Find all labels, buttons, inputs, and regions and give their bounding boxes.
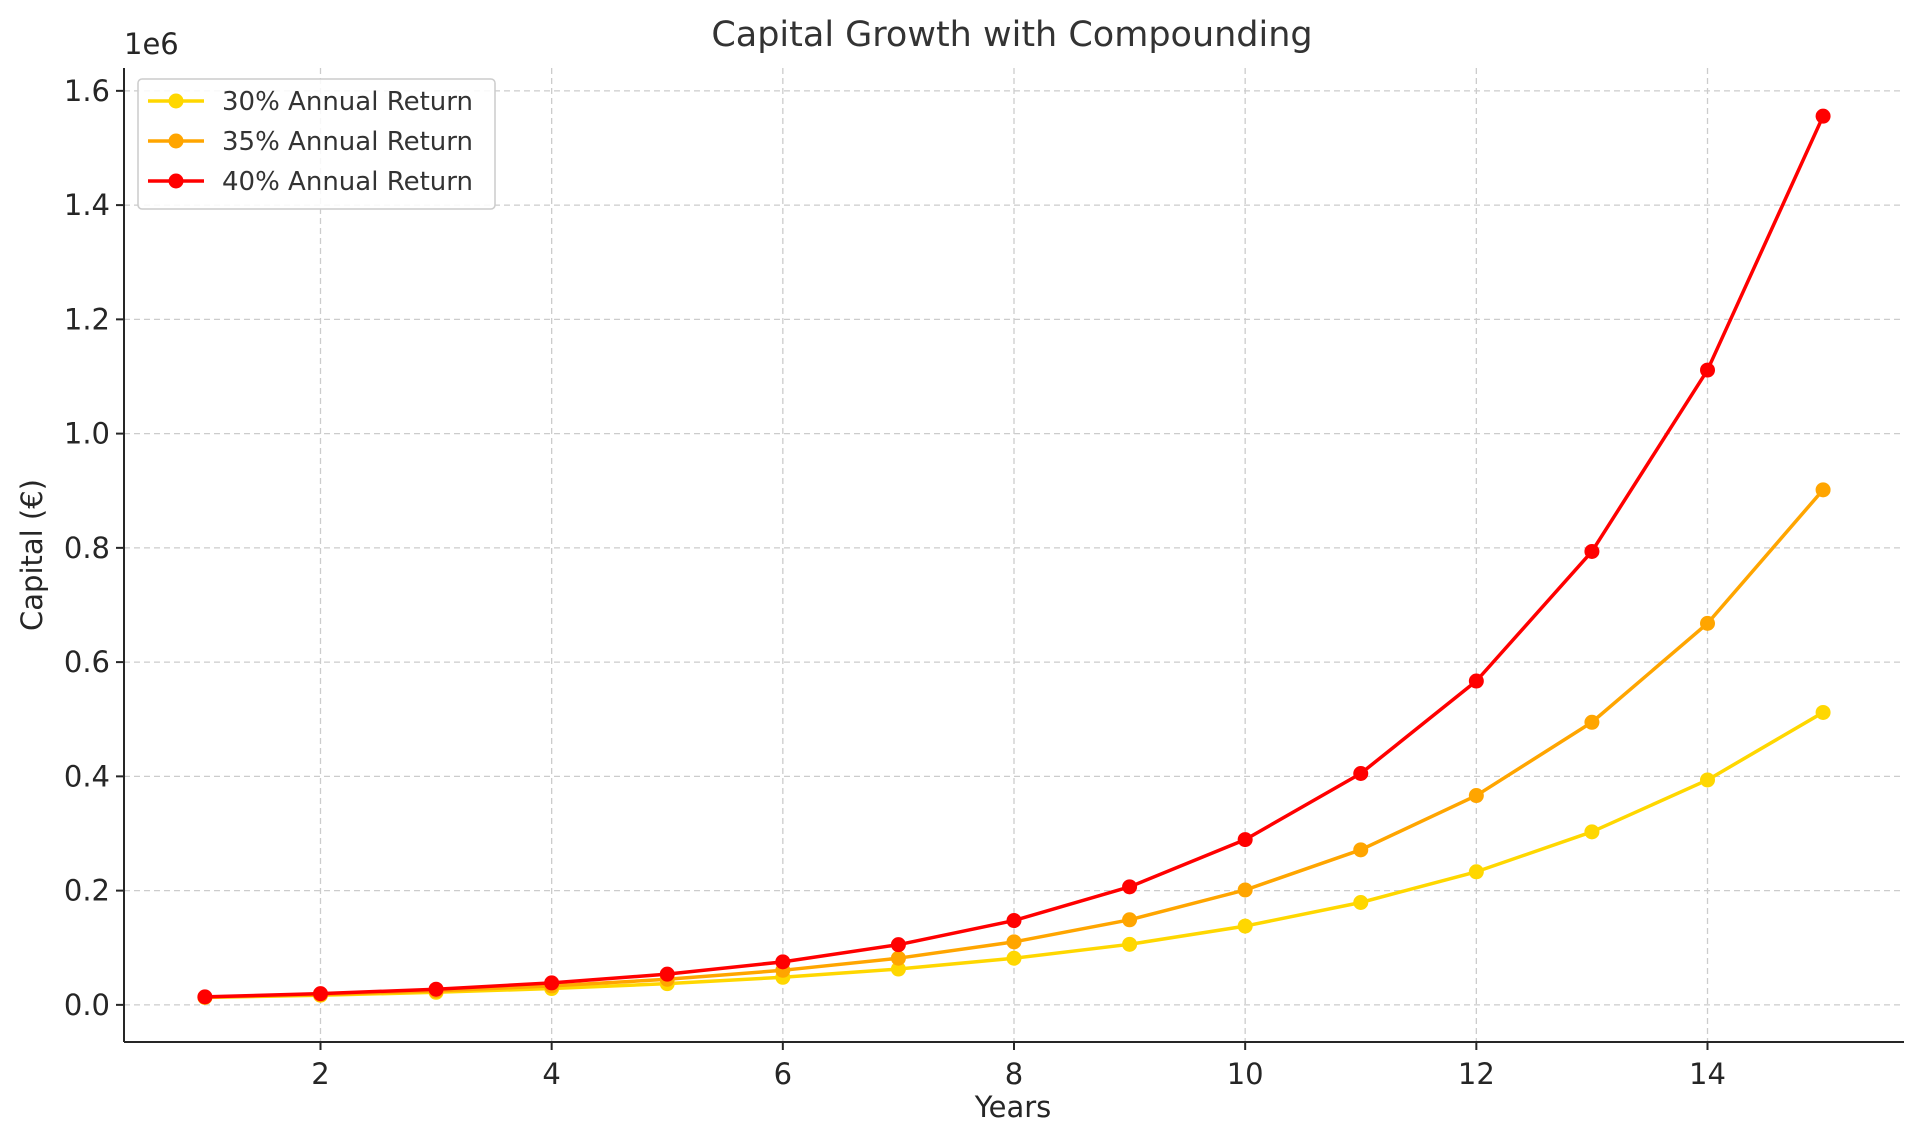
data-point [890, 961, 906, 977]
x-tick-label: 2 [311, 1057, 329, 1091]
data-point [1122, 912, 1138, 928]
legend-entry: 40% Annual Return [148, 167, 473, 197]
data-point [1353, 894, 1369, 910]
legend-entry: 35% Annual Return [148, 127, 473, 157]
data-point [1700, 772, 1716, 788]
data-point [312, 986, 328, 1002]
data-point [1006, 934, 1022, 950]
x-tick-label: 12 [1458, 1057, 1495, 1091]
chart-title: Capital Growth with Compounding [711, 15, 1312, 55]
y-tick-label: 1.6 [64, 74, 110, 108]
data-point [890, 950, 906, 966]
axes [123, 68, 1904, 1043]
legend-entry: 30% Annual Return [148, 87, 473, 117]
data-point [544, 975, 560, 991]
y-ticks: 0.0 0.2 0.4 0.6 0.8 1.0 1.2 1.4 1.6 [64, 74, 124, 1022]
series-3 [197, 108, 1831, 1005]
data-point [1353, 842, 1369, 858]
y-tick-label: 1.4 [64, 188, 110, 222]
y-offset-label: 1e6 [124, 27, 179, 61]
data-point [1815, 108, 1831, 124]
y-tick-label: 0.2 [64, 874, 110, 908]
data-point [1584, 714, 1600, 730]
y-tick-label: 0.4 [64, 759, 110, 793]
legend-marker [168, 93, 184, 109]
data-point [1237, 918, 1253, 934]
x-tick-label: 6 [774, 1057, 792, 1091]
y-tick-label: 0.6 [64, 645, 110, 679]
data-point [775, 954, 791, 970]
data-point [1468, 864, 1484, 880]
data-point [1353, 766, 1369, 782]
data-point [1468, 788, 1484, 804]
legend: 30% Annual Return 35% Annual Return 40% An… [137, 78, 496, 210]
y-tick-label: 1.2 [64, 302, 110, 336]
y-axis-label: Capital (€) [15, 479, 49, 631]
legend-box [137, 78, 496, 210]
data-point [890, 937, 906, 953]
x-tick-label: 4 [542, 1057, 560, 1091]
y-tick-label: 0.8 [64, 531, 110, 565]
series-layer [197, 108, 1831, 1005]
legend-label: 40% Annual Return [222, 167, 473, 197]
data-point [1700, 615, 1716, 631]
data-point [1584, 543, 1600, 559]
x-tick-label: 8 [1005, 1057, 1023, 1091]
y-tick-label: 1.0 [64, 417, 110, 451]
data-point [1006, 950, 1022, 966]
data-point [1237, 832, 1253, 848]
data-point [1122, 936, 1138, 952]
data-point [1815, 704, 1831, 720]
x-axis-label: Years [974, 1090, 1052, 1124]
legend-label: 35% Annual Return [222, 127, 473, 157]
y-tick-label: 0.0 [64, 988, 110, 1022]
data-point [428, 981, 444, 997]
x-ticks: 2 4 6 8 10 12 14 [311, 1042, 1726, 1091]
data-point [1122, 879, 1138, 895]
data-point [659, 966, 675, 982]
legend-entries: 30% Annual Return 35% Annual Return 40% An… [148, 87, 473, 197]
legend-label: 30% Annual Return [222, 87, 473, 117]
data-point [1237, 882, 1253, 898]
x-tick-label: 10 [1227, 1057, 1264, 1091]
data-point [1468, 673, 1484, 689]
x-tick-label: 14 [1689, 1057, 1726, 1091]
data-point [197, 989, 213, 1005]
data-point [1700, 362, 1716, 378]
legend-marker [168, 173, 184, 189]
grid [124, 68, 1904, 1042]
legend-marker [168, 133, 184, 149]
data-point [1815, 482, 1831, 498]
data-point [1006, 913, 1022, 929]
data-point [1584, 824, 1600, 840]
